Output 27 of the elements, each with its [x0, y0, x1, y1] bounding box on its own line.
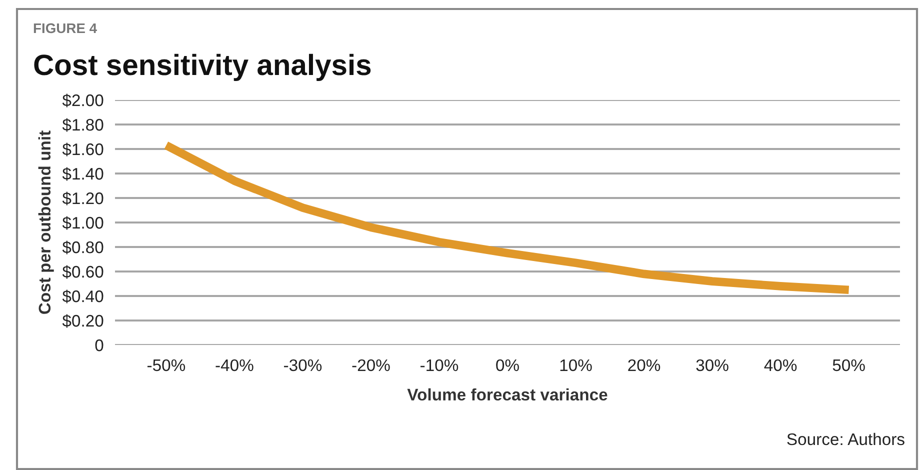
x-tick-label: 0% [496, 359, 519, 372]
x-tick-label: 10% [560, 359, 592, 372]
y-tick-label: $0.60 [62, 265, 104, 279]
x-axis-title: Volume forecast variance [407, 388, 608, 401]
y-axis-title: Cost per outbound unit [38, 130, 54, 314]
y-tick-label: $1.80 [62, 118, 104, 132]
y-tick-label: $0.20 [62, 314, 104, 328]
y-tick-label: $2.00 [62, 94, 104, 108]
y-tick-label: $0.40 [62, 290, 104, 304]
x-tick-label: 30% [696, 359, 728, 372]
chart-title: Cost sensitivity analysis [34, 54, 371, 82]
x-tick-label: 50% [832, 359, 865, 372]
x-tick-label: 40% [764, 359, 797, 372]
y-tick-label: $1.20 [62, 192, 104, 206]
source-note: Source: Authors [787, 432, 904, 446]
caption: FIGURE 4 [34, 23, 97, 34]
x-tick-label: -50% [147, 359, 186, 372]
x-tick-label: 20% [628, 359, 660, 372]
x-tick-label: -20% [352, 359, 390, 372]
x-tick-label: -40% [216, 359, 254, 372]
y-tick-label: $1.00 [62, 216, 104, 230]
y-tick-label: $0.80 [62, 240, 104, 254]
y-tick-label: $1.60 [62, 142, 104, 156]
y-tick-label: $1.40 [62, 167, 104, 181]
x-tick-label: -30% [284, 359, 322, 372]
x-tick-label: -10% [420, 359, 458, 372]
y-tick-label: 0 [95, 339, 104, 352]
